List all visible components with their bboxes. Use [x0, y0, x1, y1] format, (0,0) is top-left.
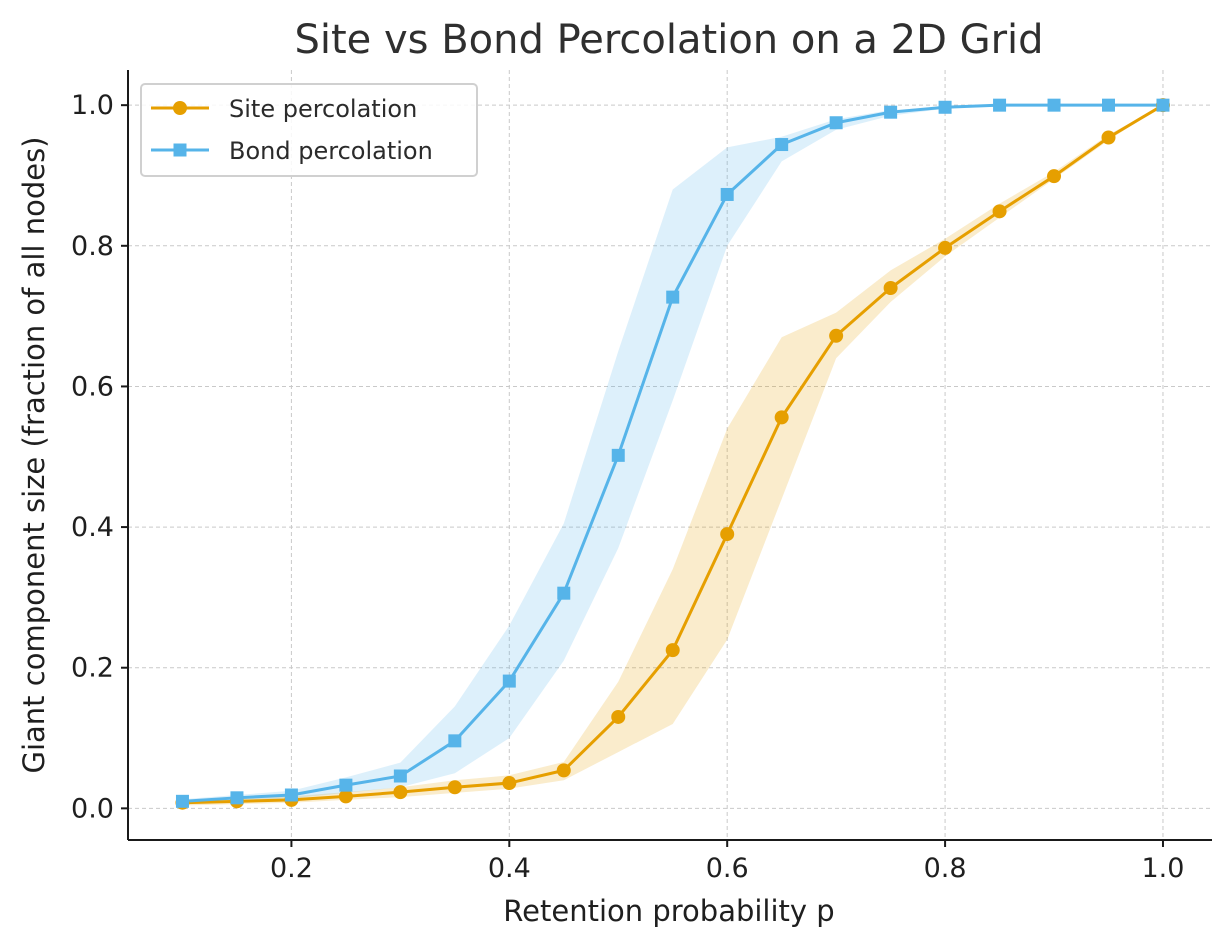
bond-point	[993, 98, 1007, 112]
bond-point	[393, 769, 407, 783]
site-point	[1047, 169, 1062, 184]
axes	[121, 70, 1212, 847]
y-tick-label: 0.2	[71, 653, 114, 684]
legend-swatch-site-marker	[173, 101, 187, 115]
legend-swatch-bond-marker	[173, 143, 187, 157]
x-axis-label: Retention probability p	[503, 894, 834, 928]
bond-point	[1047, 98, 1061, 112]
legend: Site percolation Bond percolation	[140, 83, 478, 177]
bond-point	[720, 187, 734, 201]
bond-point	[502, 674, 516, 688]
site-point	[774, 410, 789, 425]
bond-point	[666, 290, 680, 304]
site-point	[447, 780, 462, 795]
y-tick-label: 0.6	[71, 371, 114, 402]
bond-point	[284, 788, 298, 802]
legend-label-site: Site percolation	[229, 95, 417, 123]
bond-confidence-band	[182, 105, 1163, 804]
site-point	[611, 709, 626, 724]
site-point	[720, 527, 735, 542]
x-tick-label: 0.6	[706, 853, 749, 884]
bond-point	[611, 448, 625, 462]
site-point	[883, 280, 898, 295]
site-point	[338, 789, 353, 804]
y-axis-label: Giant component size (fraction of all no…	[17, 137, 51, 774]
x-tick-label: 0.4	[488, 853, 531, 884]
confidence-bands	[182, 105, 1163, 806]
grid	[128, 70, 1212, 840]
series-markers	[175, 98, 1170, 810]
bond-point	[775, 138, 789, 152]
x-tick-label: 0.8	[924, 853, 967, 884]
chart-title: Site vs Bond Percolation on a 2D Grid	[294, 17, 1043, 63]
site-point	[992, 204, 1007, 219]
y-tick-label: 0.0	[71, 793, 114, 824]
site-point	[502, 776, 517, 791]
site-point	[556, 763, 571, 778]
site-point	[665, 643, 680, 658]
y-tick-label: 0.4	[71, 512, 114, 543]
tick-labels: 0.2 0.4 0.6 0.8 1.0 0.0 0.2 0.4 0.6 0.8 1.0	[71, 90, 1184, 884]
bond-point	[448, 734, 462, 748]
site-point	[938, 240, 953, 255]
bond-point	[557, 586, 571, 600]
x-tick-label: 1.0	[1141, 853, 1184, 884]
legend-box	[140, 83, 478, 177]
y-tick-label: 0.8	[71, 231, 114, 262]
site-point	[829, 328, 844, 343]
legend-label-bond: Bond percolation	[229, 137, 433, 165]
bond-point	[1102, 98, 1116, 112]
bond-point	[1156, 98, 1170, 112]
x-tick-label: 0.2	[270, 853, 313, 884]
site-point	[1101, 130, 1116, 145]
y-tick-label: 1.0	[71, 90, 114, 121]
bond-point	[884, 105, 898, 119]
bond-point	[339, 778, 353, 792]
bond-point	[829, 116, 843, 130]
site-point	[393, 785, 408, 800]
bond-point	[938, 100, 952, 114]
site-confidence-band	[182, 105, 1163, 806]
bond-point	[230, 791, 244, 805]
bond-point	[175, 794, 189, 808]
